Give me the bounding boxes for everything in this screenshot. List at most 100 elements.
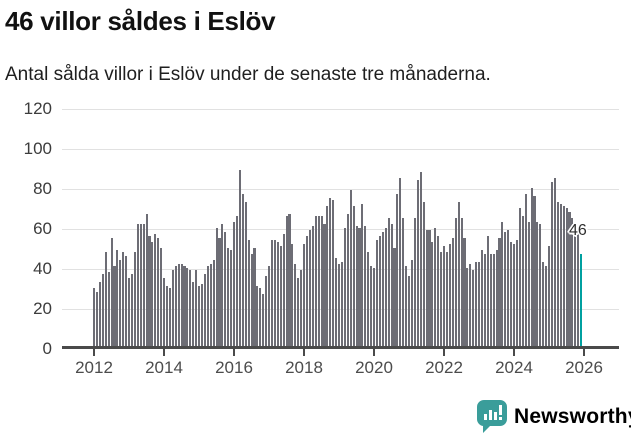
x-tick-label: 2020: [355, 358, 393, 377]
bar: [227, 248, 230, 346]
bar: [253, 248, 256, 346]
bar: [148, 236, 151, 346]
bar: [492, 254, 495, 346]
bar: [203, 274, 206, 346]
bar: [294, 264, 297, 346]
bar: [262, 294, 265, 346]
bar: [515, 240, 518, 346]
bar: [192, 282, 195, 346]
bar: [247, 240, 250, 346]
bar: [559, 204, 562, 346]
page-title: 46 villor såldes i Eslöv: [5, 6, 276, 36]
bar: [373, 268, 376, 346]
bar: [168, 288, 171, 346]
bar: [303, 244, 306, 346]
bar: [241, 194, 244, 346]
bar: [165, 286, 168, 346]
y-tick-label: 0: [42, 339, 52, 358]
bar: [104, 252, 107, 346]
bar: [437, 236, 440, 346]
bar: [128, 278, 131, 346]
bar: [410, 260, 413, 346]
bar: [472, 270, 475, 346]
bar: [457, 202, 460, 346]
x-axis-tick: [303, 349, 305, 356]
bar: [163, 278, 166, 346]
bar: [145, 214, 148, 346]
bar: [200, 284, 203, 346]
bar: [265, 276, 268, 346]
bar: [212, 260, 215, 346]
x-tick-label: 2022: [425, 358, 463, 377]
bar: [250, 254, 253, 346]
bar: [326, 206, 329, 346]
bar: [195, 270, 198, 346]
bar: [568, 212, 571, 346]
bar: [556, 202, 559, 346]
bar: [524, 194, 527, 346]
x-axis-tick: [373, 349, 375, 356]
bar: [320, 216, 323, 346]
bar: [463, 238, 466, 346]
bar: [504, 232, 507, 346]
bar: [405, 266, 408, 346]
x-axis-tick: [513, 349, 515, 356]
bar: [454, 218, 457, 346]
bar: [125, 256, 128, 346]
bar: [183, 266, 186, 346]
bar: [317, 216, 320, 346]
bar: [390, 224, 393, 346]
bar: [340, 262, 343, 346]
last-value-label: 46: [569, 222, 587, 239]
bar: [545, 266, 548, 346]
y-tick-label: 40: [33, 259, 52, 278]
bar: [542, 262, 545, 346]
bar: [198, 286, 201, 346]
bar: [218, 238, 221, 346]
bar: [130, 274, 133, 346]
bar: [548, 246, 551, 346]
bar: [466, 268, 469, 346]
newsworthy-bubble-chart-icon: [477, 400, 507, 433]
bar: [314, 216, 317, 346]
bar: [215, 228, 218, 346]
bar: [451, 238, 454, 346]
bar: [305, 236, 308, 346]
x-tick-label: 2016: [215, 358, 253, 377]
bar: [478, 262, 481, 346]
bar: [431, 242, 434, 346]
bar: [539, 224, 542, 346]
bar: [550, 182, 554, 346]
bar: [352, 206, 355, 346]
bar: [378, 236, 381, 346]
bar: [434, 228, 437, 346]
bar: [300, 270, 303, 346]
bar: [171, 270, 174, 346]
y-tick-label: 20: [33, 299, 52, 318]
brand-name: Newsworthy: [514, 404, 631, 428]
y-tick-label: 80: [33, 179, 52, 198]
bar: [460, 218, 463, 346]
gridline: [62, 189, 619, 190]
bar: [93, 288, 96, 346]
bar: [186, 268, 189, 346]
bar: [518, 208, 521, 346]
bar: [332, 200, 335, 346]
bar: [259, 288, 262, 346]
bar: [174, 266, 177, 346]
bar: [276, 242, 279, 346]
bar: [498, 238, 501, 346]
bar: [361, 204, 364, 346]
bar: [416, 180, 419, 346]
bar: [323, 224, 326, 346]
bar: [562, 206, 565, 346]
bar: [428, 230, 431, 346]
bar: [408, 276, 411, 346]
x-axis-tick: [583, 349, 585, 356]
newsworthy-logo: Newsworthy: [477, 400, 631, 433]
bar: [119, 260, 122, 346]
bar: [574, 224, 577, 346]
x-tick-label: 2026: [565, 358, 603, 377]
bar: [349, 190, 352, 346]
bar: [338, 264, 341, 346]
